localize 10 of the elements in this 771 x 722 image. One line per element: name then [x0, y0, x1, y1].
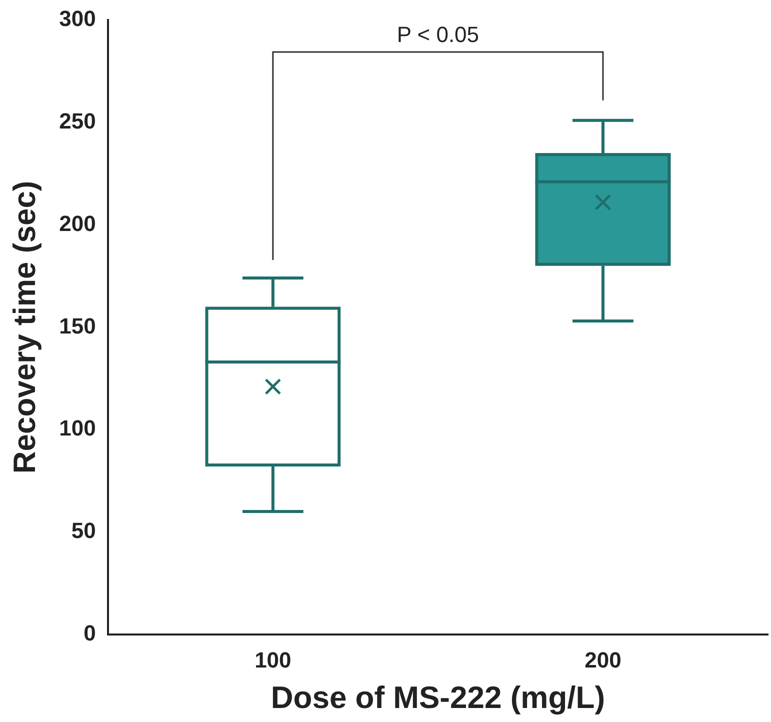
- y-axis-title: Recovery time (sec): [7, 180, 42, 474]
- annotation: P < 0.05: [396, 22, 480, 47]
- y-tick-label: 300: [59, 6, 96, 32]
- y-tick-label: 150: [59, 313, 96, 338]
- y-tick-label: 100: [59, 416, 96, 441]
- x-axis-title: Dose of MS-222 (mg/L): [270, 680, 606, 715]
- y-tick-label: 50: [71, 518, 96, 544]
- y-tick-label: 250: [59, 108, 96, 134]
- y-tick-label: 200: [59, 210, 96, 236]
- y-tick-label: 0: [84, 620, 96, 646]
